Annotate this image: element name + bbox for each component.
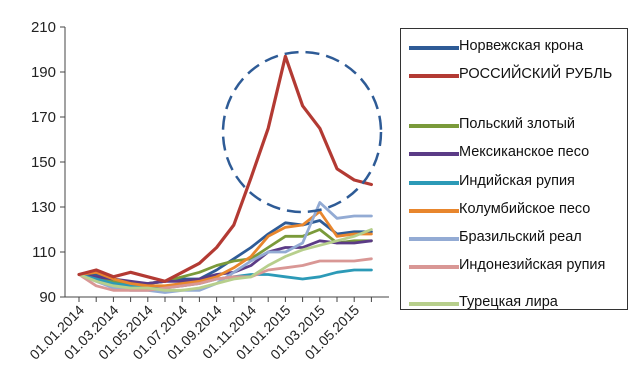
series-line-6: [77, 210, 373, 288]
legend-swatch: [409, 209, 459, 213]
chart-series-lines: [77, 54, 373, 294]
y-tick-label: 90: [39, 289, 56, 306]
legend-item: Индийская рупия: [409, 172, 619, 190]
legend-swatch: [409, 265, 459, 269]
series-line-9: [77, 228, 373, 292]
legend-item: Норвежская крона: [409, 37, 619, 55]
highlight-ellipse: [221, 50, 383, 214]
legend-label: Норвежская крона: [459, 38, 584, 54]
chart-legend: Норвежская крона РОССИЙСКИЙ РУБЛЬ Польский…: [400, 28, 628, 310]
legend-swatch: [409, 124, 459, 128]
legend-label: Индонезийская рупия: [459, 257, 606, 273]
chart-ticks: 9011013015017019021001.01.201401.03.2014…: [26, 19, 372, 363]
legend-item: Индонезийская рупия: [409, 256, 619, 274]
legend-label: РОССИЙСКИЙ РУБЛЬ: [459, 66, 613, 82]
series-line-8: [77, 257, 373, 292]
legend-swatch: [409, 237, 459, 241]
legend-item: РОССИЙСКИЙ РУБЛЬ: [409, 65, 619, 83]
y-tick-label: 190: [31, 64, 56, 81]
y-tick-label: 210: [31, 19, 56, 36]
legend-label: Мексиканское песо: [459, 144, 590, 160]
legend-swatch: [409, 181, 459, 185]
y-tick-label: 170: [31, 109, 56, 126]
legend-item: Бразильский реал: [409, 228, 619, 246]
legend-item: Колумбийское песо: [409, 200, 619, 218]
legend-item: Польский злотый: [409, 115, 619, 133]
legend-swatch: [409, 46, 459, 50]
legend-swatch: [409, 74, 459, 78]
legend-swatch: [409, 152, 459, 156]
legend-label: Турецкая лира: [459, 294, 558, 310]
legend-item: Мексиканское песо: [409, 143, 619, 161]
chart-axes: [64, 27, 389, 298]
y-tick-label: 130: [31, 199, 56, 216]
y-tick-label: 150: [31, 154, 56, 171]
legend-swatch: [409, 302, 459, 306]
series-line-2: [77, 54, 373, 283]
legend-item: Турецкая лира: [409, 293, 619, 311]
legend-label: Польский злотый: [459, 116, 576, 132]
legend-label: Колумбийское песо: [459, 201, 591, 217]
legend-label: Индийская рупия: [459, 173, 575, 189]
legend-label: Бразильский реал: [459, 229, 582, 245]
y-tick-label: 110: [32, 244, 56, 261]
